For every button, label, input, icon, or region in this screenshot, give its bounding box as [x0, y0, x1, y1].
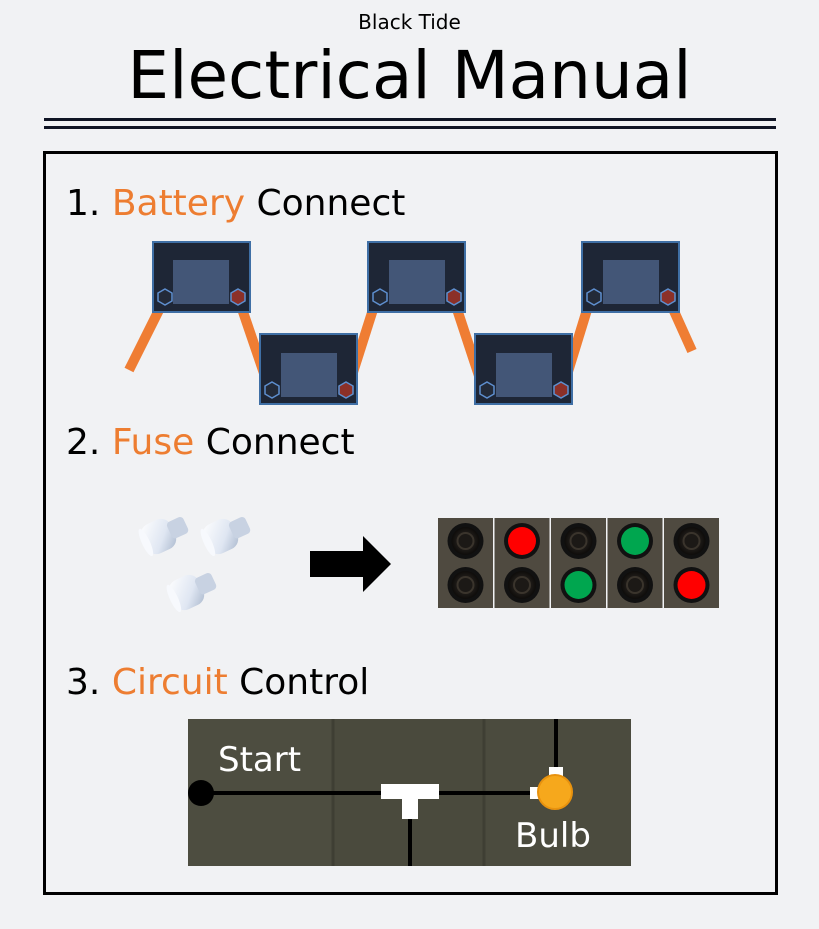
- step-circuit-heading: 3. Circuit Control: [66, 661, 369, 705]
- step-action: Connect: [205, 422, 355, 463]
- negative-terminal-icon: [264, 381, 280, 399]
- fuse-icon: [138, 517, 189, 557]
- positive-terminal-icon: [446, 288, 462, 306]
- fuse-slot: [551, 518, 606, 608]
- fuse-slot: [607, 518, 663, 608]
- negative-terminal-icon: [157, 288, 173, 306]
- manual-panel: 1. Battery Connect: [43, 151, 778, 895]
- indicator-light-bottom-green: [564, 571, 593, 599]
- positive-terminal-icon: [553, 381, 569, 399]
- step-highlight: Battery: [111, 183, 246, 224]
- t-junction-icon[interactable]: [381, 784, 439, 819]
- title-divider-top: [44, 118, 776, 121]
- negative-terminal-icon: [479, 381, 495, 399]
- battery-chain-diagram: [124, 241, 697, 405]
- step-battery-heading: 1. Battery Connect: [66, 182, 405, 226]
- positive-terminal-icon: [230, 288, 246, 306]
- battery-cell-1: [152, 241, 251, 313]
- step-fuse-heading: 2. Fuse Connect: [66, 421, 355, 465]
- battery-cell-3: [367, 241, 466, 313]
- start-label: Start: [218, 740, 301, 780]
- fuse-slot: [494, 518, 550, 608]
- positive-terminal-icon: [338, 381, 354, 399]
- fuse-slot: [664, 518, 719, 608]
- step-action: Connect: [256, 183, 406, 224]
- circuit-board: Start Bulb: [188, 719, 631, 866]
- bulb-label: Bulb: [515, 816, 591, 856]
- negative-terminal-icon: [372, 288, 388, 306]
- game-subtitle: Black Tide: [358, 10, 461, 34]
- negative-terminal-icon: [586, 288, 602, 306]
- indicator-light-top-red: [508, 527, 536, 555]
- step-highlight: Fuse: [111, 422, 195, 463]
- fuse-board: [438, 518, 719, 608]
- bulb-icon: [537, 774, 573, 810]
- step-number: 2.: [66, 422, 101, 463]
- positive-terminal-icon: [660, 288, 676, 306]
- start-node: [188, 780, 214, 806]
- indicator-light-top-green: [621, 527, 649, 555]
- indicator-light-bottom-red: [677, 571, 706, 599]
- battery-cell-4: [474, 333, 573, 405]
- battery-cell-5: [581, 241, 680, 313]
- fuse-diagram: [138, 517, 719, 613]
- step-number: 3.: [66, 662, 101, 703]
- manual-title: Electrical Manual: [127, 37, 692, 114]
- arrow-right-icon: [310, 536, 391, 592]
- step-number: 1.: [66, 183, 101, 224]
- fuse-icon: [200, 517, 251, 557]
- fuse-icon: [166, 573, 217, 613]
- step-action: Control: [239, 662, 370, 703]
- title-divider-bottom: [44, 126, 776, 129]
- battery-cell-2: [259, 333, 358, 405]
- fuse-slot: [438, 518, 493, 608]
- step-highlight: Circuit: [111, 662, 228, 703]
